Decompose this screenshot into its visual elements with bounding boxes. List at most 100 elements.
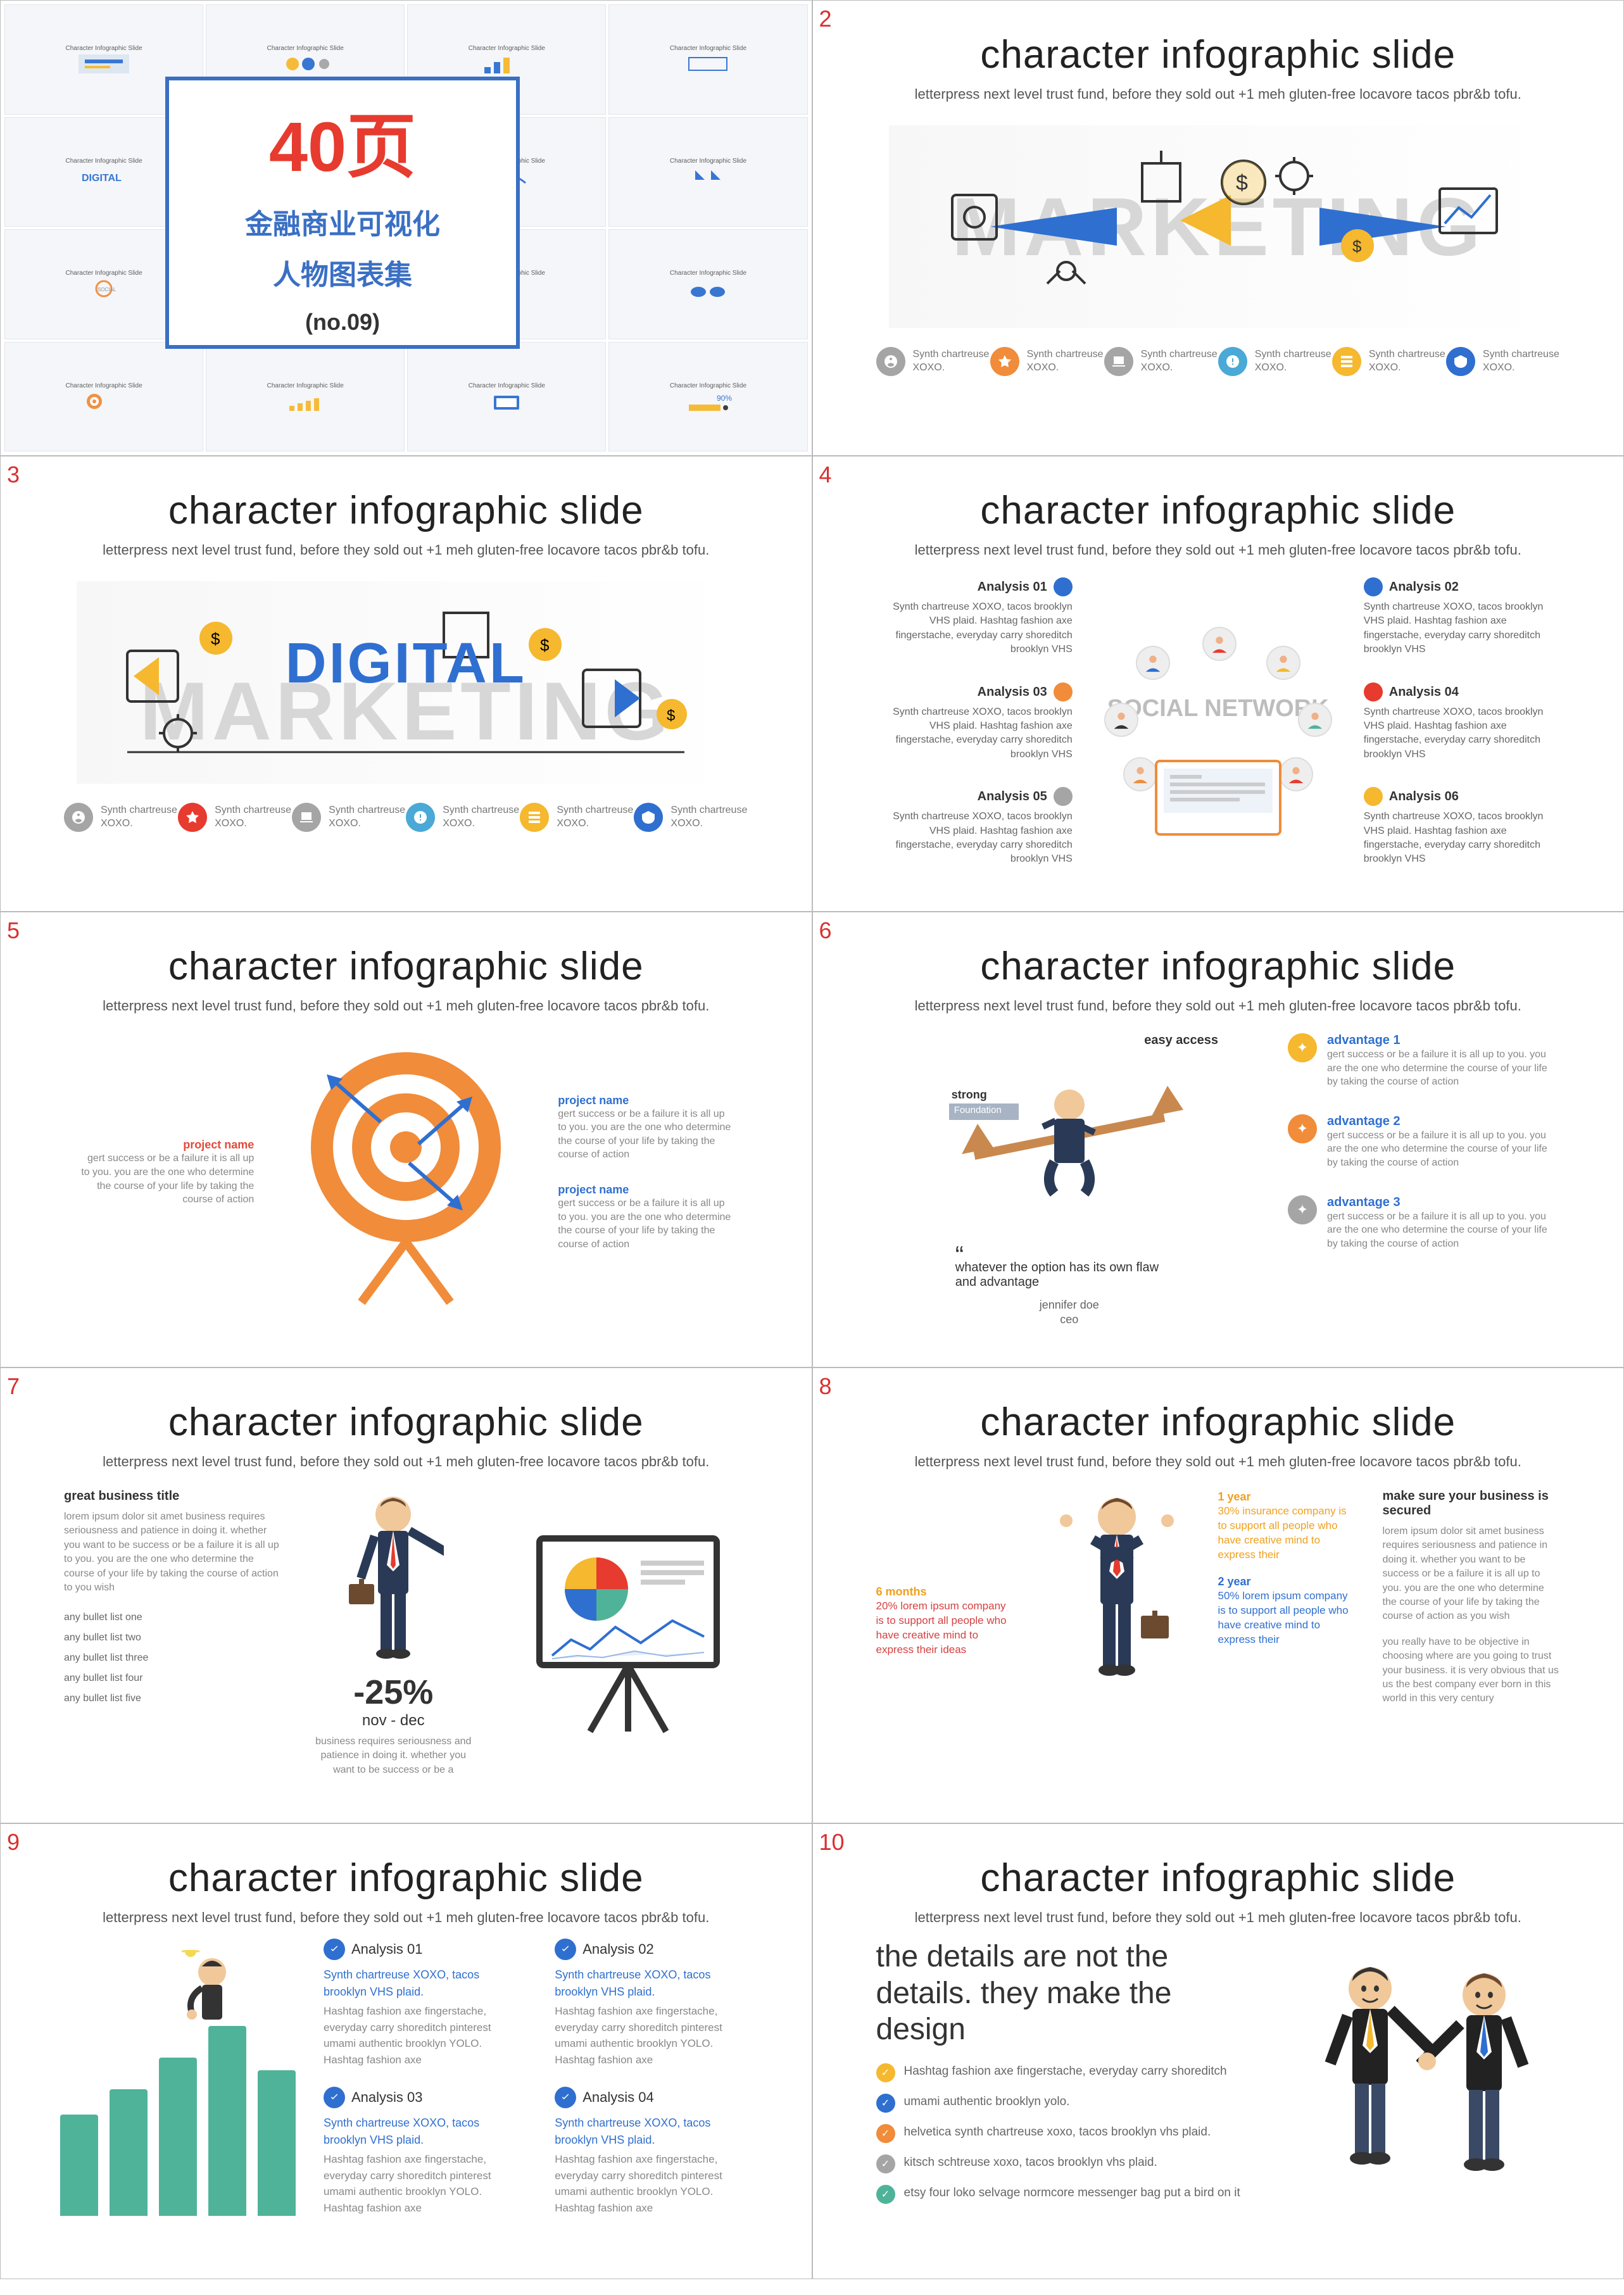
svg-text:$: $: [540, 636, 550, 655]
detail-item: ✓helvetica synth chartreuse xoxo, tacos …: [876, 2124, 1269, 2143]
bullet-icon: ✓: [876, 2185, 895, 2204]
icon-cell: Synth chartreuse XOXO.: [1104, 347, 1218, 376]
detail-item: ✓umami authentic brooklyn yolo.: [876, 2094, 1269, 2113]
slide-title: character infographic slide: [39, 488, 774, 533]
social-network-graphic: SOCIAL NETWORK: [1098, 577, 1338, 867]
analysis-item: Analysis 03Synth chartreuse XOXO, tacos …: [876, 682, 1073, 762]
badge-icon: [1104, 347, 1133, 376]
check-icon: [555, 1939, 576, 1960]
slide-4: 4 character infographic slide letterpres…: [812, 456, 1624, 912]
bullet-icon: ✓: [876, 2063, 895, 2082]
advantage-item: ✦advantage 3gert success or be a failure…: [1288, 1195, 1554, 1251]
detail-item: ✓Hashtag fashion axe fingerstache, every…: [876, 2063, 1269, 2082]
years-col: 1 year 30% insurance company is to suppo…: [1218, 1489, 1357, 1717]
badge-icon: [634, 803, 663, 832]
slide-title: character infographic slide: [39, 1400, 774, 1445]
slide-number: 8: [819, 1373, 832, 1400]
icon-label: Synth chartreuse XOXO.: [1369, 348, 1446, 375]
businessman-graphic: [1041, 1489, 1193, 1717]
bar-chart: [58, 1939, 298, 2216]
badge-icon: [292, 803, 321, 832]
slide-title: character infographic slide: [851, 944, 1586, 989]
six-months-col: 6 months 20% lorem ipsum company is to s…: [876, 1489, 1016, 1717]
cover-line-1: 40页: [269, 90, 416, 191]
icon-cell: Synth chartreuse XOXO.: [64, 803, 178, 832]
check-icon: [324, 1939, 345, 1960]
bullet-item: any bullet list five: [64, 1688, 279, 1709]
icon-row: Synth chartreuse XOXO.Synth chartreuse X…: [851, 347, 1586, 376]
check-icon: [555, 2087, 576, 2108]
icon-cell: Synth chartreuse XOXO.: [520, 803, 634, 832]
slide-subtitle: letterpress next level trust fund, befor…: [851, 1909, 1586, 1926]
slide-1-cover: Character Infographic Slide Character In…: [0, 0, 812, 456]
slide-subtitle: letterpress next level trust fund, befor…: [39, 998, 774, 1014]
slide-title: character infographic slide: [39, 944, 774, 989]
svg-text:$: $: [1236, 171, 1248, 195]
advantages-col: ✦advantage 1gert success or be a failure…: [1288, 1033, 1554, 1326]
icon-label: Synth chartreuse XOXO.: [670, 804, 748, 831]
icon-label: Synth chartreuse XOXO.: [1255, 348, 1332, 375]
thinker-icon: [174, 1950, 250, 2039]
icon-label: Synth chartreuse XOXO.: [1483, 348, 1560, 375]
slide-subtitle: letterpress next level trust fund, befor…: [39, 542, 774, 558]
slide-10: 10 character infographic slide letterpre…: [812, 1823, 1624, 2279]
text-column: great business title lorem ipsum dolor s…: [64, 1489, 279, 1777]
badge-icon: [1446, 347, 1475, 376]
detail-item: ✓kitsch schtreuse xoxo, tacos brooklyn v…: [876, 2154, 1269, 2173]
analysis-item: Analysis 04Synth chartreuse XOXO, tacos …: [1364, 682, 1560, 762]
slide-title: character infographic slide: [851, 1856, 1586, 1901]
icon-cell: Synth chartreuse XOXO.: [634, 803, 748, 832]
slide-3: 3 character infographic slide letterpres…: [0, 456, 812, 912]
badge-icon: [990, 347, 1019, 376]
analysis-card: Analysis 01Synth chartreuse XOXO, tacos …: [324, 1939, 523, 2068]
slide-number: 9: [7, 1829, 20, 1856]
icon-cell: Synth chartreuse XOXO.: [178, 803, 292, 832]
badge-icon: [520, 803, 549, 832]
secured-text: make sure your business is secured lorem…: [1383, 1489, 1561, 1717]
icon-label: Synth chartreuse XOXO.: [101, 804, 178, 831]
quote-text: “ whatever the option has its own flaw a…: [955, 1250, 1183, 1290]
slide-subtitle: letterpress next level trust fund, befor…: [851, 998, 1586, 1014]
bar: [258, 2070, 296, 2216]
analysis-card: Analysis 04Synth chartreuse XOXO, tacos …: [555, 2087, 754, 2216]
cover-line-4: (no.09): [305, 309, 380, 336]
advantage-item: ✦advantage 2gert success or be a failure…: [1288, 1114, 1554, 1170]
target-graphic: [292, 1040, 520, 1305]
slide-subtitle: letterpress next level trust fund, befor…: [851, 1454, 1586, 1470]
advantage-item: ✦advantage 1gert success or be a failure…: [1288, 1033, 1554, 1089]
bullet-item: any bullet list one: [64, 1607, 279, 1628]
cover-title-box: 40页 金融商业可视化 人物图表集 (no.09): [165, 77, 520, 349]
handshake-graphic: [1294, 1939, 1560, 2204]
banner-doodles: $ $: [902, 132, 1535, 322]
slide-number: 7: [7, 1373, 20, 1400]
advantage-icon: ✦: [1288, 1114, 1317, 1143]
icon-cell: Synth chartreuse XOXO.: [876, 347, 990, 376]
chart-board: [508, 1489, 748, 1777]
bullet-icon: ✓: [876, 2094, 895, 2113]
bullet-item: any bullet list two: [64, 1628, 279, 1648]
analysis-card: Analysis 03Synth chartreuse XOXO, tacos …: [324, 2087, 523, 2216]
slide-number: 10: [819, 1829, 845, 1856]
slide-6: 6 character infographic slide letterpres…: [812, 912, 1624, 1368]
icon-label: Synth chartreuse XOXO.: [1027, 348, 1104, 375]
svg-text:90%: 90%: [717, 394, 732, 403]
slide-2: 2 character infographic slide letterpres…: [812, 0, 1624, 456]
advantage-icon: ✦: [1288, 1195, 1317, 1224]
slide-number: 6: [819, 917, 832, 944]
svg-text:SOCIAL: SOCIAL: [98, 287, 116, 292]
badge-icon: [1218, 347, 1247, 376]
analysis-card: Analysis 02Synth chartreuse XOXO, tacos …: [555, 1939, 754, 2068]
marketing-banner: MARKETING $ $: [889, 125, 1548, 328]
badge-icon: [406, 803, 435, 832]
analysis-item: Analysis 02Synth chartreuse XOXO, tacos …: [1364, 577, 1560, 657]
icon-cell: Synth chartreuse XOXO.: [1446, 347, 1560, 376]
analysis-item: Analysis 05Synth chartreuse XOXO, tacos …: [876, 787, 1073, 867]
slide-subtitle: letterpress next level trust fund, befor…: [851, 542, 1586, 558]
bullet-item: any bullet list three: [64, 1648, 279, 1668]
icon-label: Synth chartreuse XOXO.: [557, 804, 634, 831]
icon-cell: Synth chartreuse XOXO.: [292, 803, 406, 832]
project-r2: project name gert success or be a failur…: [558, 1183, 735, 1251]
slide-title: character infographic slide: [851, 32, 1586, 77]
bullet-item: any bullet list four: [64, 1668, 279, 1688]
icon-cell: Synth chartreuse XOXO.: [406, 803, 520, 832]
